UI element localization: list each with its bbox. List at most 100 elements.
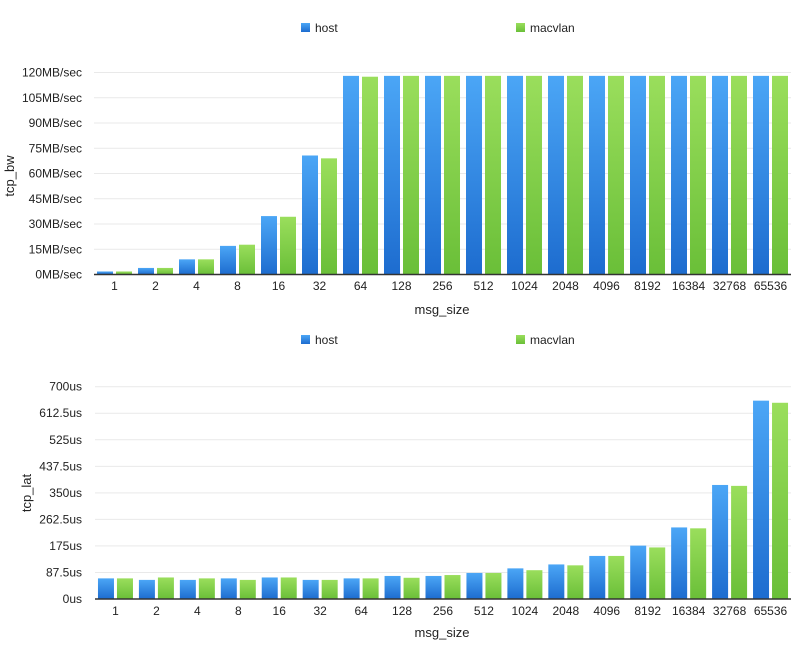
y-tick-label: 700us — [49, 380, 82, 394]
bar-macvlan-2[interactable] — [157, 577, 174, 599]
x-tick-label: 65536 — [754, 604, 788, 618]
x-axis-ticks: 1 2 4 8 16 32 64 128 256 512 1024 2048 4096 8192 16384… — [112, 604, 787, 618]
bar-macvlan-1[interactable] — [116, 578, 133, 599]
bar-macvlan-16[interactable] — [280, 216, 296, 275]
y-tick-label: 0MB/sec — [35, 268, 82, 282]
bar-macvlan-64[interactable] — [362, 578, 379, 599]
bar-host-16384[interactable] — [671, 527, 688, 599]
x-tick-label: 512 — [474, 604, 494, 618]
bar-macvlan-8192[interactable] — [649, 547, 666, 599]
bar-host-4[interactable] — [179, 579, 196, 599]
bars — [97, 400, 789, 599]
bar-macvlan-8[interactable] — [239, 579, 256, 599]
bar-macvlan-2048[interactable] — [567, 75, 583, 275]
legend-swatch-macvlan — [516, 335, 525, 344]
bar-host-128[interactable] — [384, 75, 400, 275]
x-tick-label: 1 — [111, 279, 118, 293]
bar-host-512[interactable] — [466, 75, 482, 275]
x-tick-label: 8192 — [634, 279, 661, 293]
legend-item-host[interactable]: host — [301, 333, 338, 347]
legend-item-host[interactable]: host — [301, 21, 338, 35]
x-tick-label: 1 — [112, 604, 119, 618]
bar-macvlan-32[interactable] — [321, 158, 337, 275]
bar-host-8[interactable] — [220, 578, 237, 599]
bar-host-128[interactable] — [384, 575, 401, 599]
legend-item-macvlan[interactable]: macvlan — [516, 21, 575, 35]
bar-host-32768[interactable] — [712, 484, 729, 599]
bar-host-2048[interactable] — [548, 75, 564, 275]
bar-host-65536[interactable] — [753, 400, 770, 599]
bar-macvlan-65536[interactable] — [772, 75, 788, 275]
bar-host-8192[interactable] — [630, 75, 646, 275]
y-tick-label: 30MB/sec — [29, 217, 82, 231]
bar-host-32768[interactable] — [712, 75, 728, 275]
bar-macvlan-1024[interactable] — [526, 75, 542, 275]
bar-host-256[interactable] — [425, 575, 442, 599]
bar-macvlan-256[interactable] — [444, 75, 460, 275]
bar-host-64[interactable] — [343, 75, 359, 275]
bar-host-512[interactable] — [466, 572, 483, 599]
bar-macvlan-16[interactable] — [280, 577, 297, 599]
bar-macvlan-32768[interactable] — [731, 75, 747, 275]
x-axis-title: msg_size — [415, 625, 470, 640]
bar-host-64[interactable] — [343, 578, 360, 599]
legend-swatch-macvlan — [516, 23, 525, 32]
y-tick-label: 525us — [49, 433, 82, 447]
bar-macvlan-256[interactable] — [444, 575, 461, 599]
bar-macvlan-4[interactable] — [198, 259, 214, 275]
x-tick-label: 16384 — [672, 604, 706, 618]
y-tick-label: 262.5us — [39, 512, 82, 526]
bar-host-8192[interactable] — [630, 545, 647, 599]
bar-macvlan-8[interactable] — [239, 244, 255, 275]
bar-host-65536[interactable] — [753, 75, 769, 275]
bar-macvlan-2048[interactable] — [567, 565, 584, 599]
bar-macvlan-1024[interactable] — [526, 570, 543, 599]
bar-host-2048[interactable] — [548, 564, 565, 599]
bar-macvlan-4[interactable] — [198, 578, 215, 599]
bar-macvlan-1[interactable] — [116, 271, 132, 275]
bar-host-2[interactable] — [138, 579, 155, 599]
bar-macvlan-32[interactable] — [321, 579, 338, 599]
bar-host-1[interactable] — [97, 578, 114, 599]
x-tick-label: 4 — [193, 279, 200, 293]
tcp-bw-chart: host macvlan 0MB/sec 15MB/sec 30MB/sec 45MB… — [2, 21, 791, 317]
bar-host-1024[interactable] — [507, 75, 523, 275]
y-axis-ticks: 0MB/sec 15MB/sec 30MB/sec 45MB/sec 60MB/sec 7… — [22, 66, 82, 282]
bar-macvlan-4096[interactable] — [608, 555, 625, 599]
bar-host-1024[interactable] — [507, 568, 524, 599]
x-tick-label: 512 — [473, 279, 493, 293]
bar-macvlan-16384[interactable] — [690, 75, 706, 275]
y-tick-label: 612.5us — [39, 406, 82, 420]
bar-host-2[interactable] — [138, 267, 154, 275]
bar-host-256[interactable] — [425, 75, 441, 275]
x-tick-label: 1024 — [511, 279, 538, 293]
bar-host-16[interactable] — [261, 577, 278, 599]
bar-host-1[interactable] — [97, 271, 113, 275]
bar-host-16384[interactable] — [671, 75, 687, 275]
bar-macvlan-65536[interactable] — [772, 402, 789, 599]
bar-macvlan-8192[interactable] — [649, 75, 665, 275]
bar-macvlan-64[interactable] — [362, 76, 378, 275]
bar-host-16[interactable] — [261, 216, 277, 275]
bar-host-8[interactable] — [220, 245, 236, 275]
x-tick-label: 32768 — [713, 604, 747, 618]
x-tick-label: 32 — [313, 604, 327, 618]
bar-macvlan-512[interactable] — [485, 75, 501, 275]
y-tick-label: 90MB/sec — [29, 116, 82, 130]
bar-host-4096[interactable] — [589, 555, 606, 599]
bar-host-32[interactable] — [302, 579, 319, 599]
bar-macvlan-2[interactable] — [157, 267, 173, 275]
legend-item-macvlan[interactable]: macvlan — [516, 333, 575, 347]
bar-macvlan-512[interactable] — [485, 572, 502, 599]
bar-host-4096[interactable] — [589, 75, 605, 275]
bar-macvlan-4096[interactable] — [608, 75, 624, 275]
bar-macvlan-16384[interactable] — [690, 528, 707, 599]
bar-macvlan-32768[interactable] — [731, 485, 748, 599]
x-tick-label: 256 — [433, 604, 453, 618]
x-tick-label: 4096 — [593, 279, 620, 293]
bar-host-32[interactable] — [302, 155, 318, 275]
bar-macvlan-128[interactable] — [403, 75, 419, 275]
x-tick-label: 2 — [152, 279, 159, 293]
bar-macvlan-128[interactable] — [403, 577, 420, 599]
bar-host-4[interactable] — [179, 259, 195, 275]
